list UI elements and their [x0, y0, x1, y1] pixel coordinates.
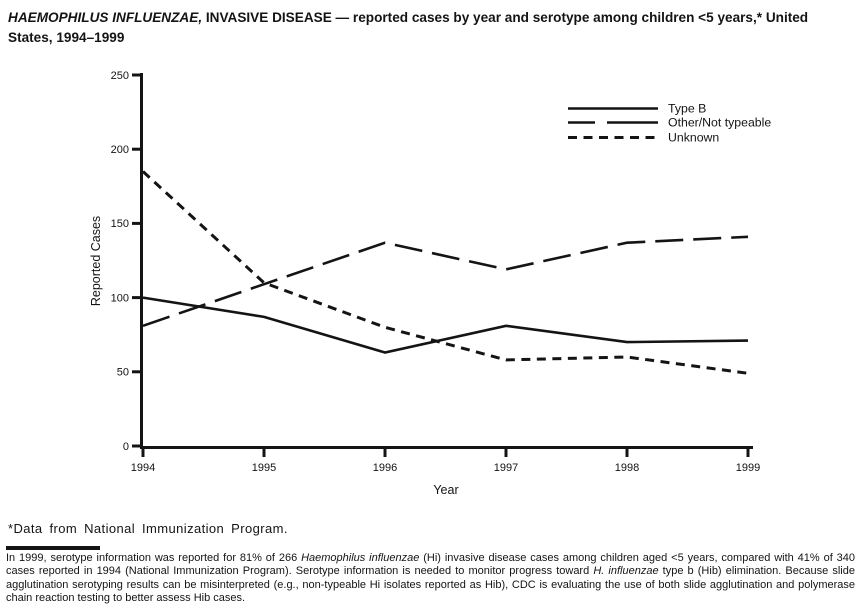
y-tick-label-0: 0 [123, 441, 129, 453]
y-axis-label: Reported Cases [89, 216, 103, 306]
x-tick-label-1998: 1998 [615, 462, 639, 474]
caption-italic-organism: H. influenzae [593, 565, 659, 578]
legend-label-type-b: Type B [668, 102, 706, 116]
data-source-footnote: *Data from National Immunization Program… [8, 521, 288, 536]
figure-title-line1: INVASIVE DISEASE — reported cases by yea… [202, 10, 809, 25]
x-tick-label-1997: 1997 [494, 462, 518, 474]
legend-label-other-not-typeable: Other/Not typeable [668, 116, 771, 130]
x-tick-label-1994: 1994 [131, 462, 155, 474]
y-tick-label-250: 250 [111, 70, 129, 82]
y-tick-label-200: 200 [111, 144, 129, 156]
x-tick-label-1996: 1996 [373, 462, 397, 474]
figure-title: HAEMOPHILUS INFLUENZAE, INVASIVE DISEASE… [8, 8, 856, 47]
figure-title-line2: States, 1994–1999 [8, 29, 125, 45]
line-chart: 0 50 100 150 200 250 1994 1995 1996 1997 1998 1999 R… [89, 70, 771, 497]
x-tick-label-1999: 1999 [736, 462, 760, 474]
caption-italic-organism: Haemophilus influenzae [301, 552, 420, 564]
series-line-other-not-typeable [142, 235, 749, 328]
series-line-type-b [142, 296, 749, 354]
y-tick-label-50: 50 [117, 367, 129, 379]
caption-text: (Hi) invasive disease cases among childr… [6, 552, 855, 578]
caption-paragraph: In 1999, serotype information was report… [6, 552, 855, 606]
y-tick-label-150: 150 [111, 218, 129, 230]
x-axis-label: Year [433, 483, 458, 497]
series-line-unknown [141, 170, 749, 375]
caption-text: type b (Hib) elimination. Because slide … [6, 565, 855, 605]
y-tick-label-100: 100 [111, 292, 129, 304]
caption-text: In 1999, serotype information was report… [6, 552, 302, 564]
x-tick-label-1995: 1995 [252, 462, 276, 474]
figure-title-organism: HAEMOPHILUS INFLUENZAE, [8, 10, 203, 25]
legend-label-unknown: Unknown [668, 131, 719, 145]
divider-bar [6, 546, 100, 550]
